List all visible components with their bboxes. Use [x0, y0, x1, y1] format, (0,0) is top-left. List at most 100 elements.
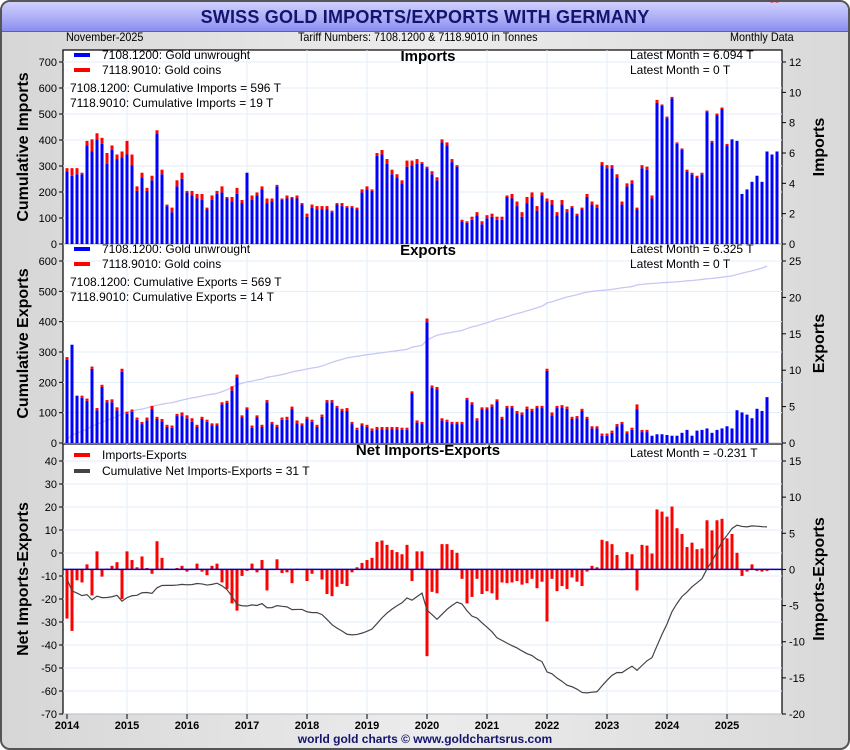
- bar-unwrought: [175, 416, 179, 443]
- bar-net: [595, 567, 599, 570]
- bar-unwrought: [545, 370, 549, 443]
- bar-net: [760, 569, 764, 572]
- bar-unwrought: [595, 428, 599, 443]
- bar-net: [110, 565, 114, 570]
- bar-net: [605, 541, 609, 570]
- bar-coins: [400, 180, 404, 184]
- bar-unwrought: [210, 425, 214, 443]
- bar-unwrought: [250, 200, 254, 244]
- bar-net: [310, 569, 314, 574]
- bar-unwrought: [465, 400, 469, 443]
- x-tick-label: 2022: [535, 720, 559, 732]
- bar-coins: [290, 196, 294, 199]
- report-date: November-2025: [66, 30, 144, 44]
- tariff-numbers: Tariff Numbers: 7108.1200 & 7118.9010 in…: [298, 30, 538, 44]
- bar-coins: [395, 426, 399, 430]
- bar-unwrought: [505, 196, 509, 244]
- bar-unwrought: [360, 425, 364, 443]
- bar-coins: [645, 166, 649, 170]
- bar-unwrought: [170, 427, 174, 443]
- y-tick-label-left: 600: [39, 256, 57, 268]
- bar-unwrought: [670, 435, 674, 443]
- bar-coins: [165, 204, 169, 207]
- bar-coins: [580, 207, 584, 210]
- bar-unwrought: [740, 193, 744, 244]
- bar-net: [560, 569, 564, 587]
- bar-net: [515, 569, 519, 581]
- bar-net: [275, 559, 279, 570]
- bar-unwrought: [110, 149, 114, 244]
- bar-coins: [385, 426, 389, 430]
- cumulative-net-line: [66, 524, 768, 694]
- bar-net: [65, 569, 69, 619]
- footer-credit: world gold charts © www.goldchartsrus.co…: [297, 732, 553, 746]
- bar-unwrought: [615, 177, 619, 244]
- bar-unwrought: [495, 219, 499, 244]
- bar-net: [540, 569, 544, 582]
- bar-coins: [200, 193, 204, 201]
- bar-net: [545, 569, 549, 622]
- y-tick-label-left: 40: [45, 456, 57, 468]
- bar-coins: [255, 415, 259, 418]
- y-tick-label-right: 15: [789, 329, 801, 341]
- bar-unwrought: [465, 222, 469, 244]
- bar-coins: [625, 183, 629, 187]
- panel-title: Net Imports-Exports: [356, 442, 500, 459]
- bar-coins: [645, 429, 649, 433]
- bar-net: [115, 562, 119, 570]
- bar-unwrought: [330, 402, 334, 443]
- bar-unwrought: [290, 198, 294, 244]
- bar-net: [585, 569, 589, 572]
- annotation-cumulative: 7108.1200: Cumulative Imports = 596 T: [70, 81, 282, 95]
- bar-unwrought: [145, 190, 149, 244]
- y-tick-label-left: -50: [41, 663, 57, 675]
- bar-coins: [425, 166, 429, 169]
- y-tick-label-right: 0: [789, 239, 795, 251]
- bar-unwrought: [65, 360, 69, 443]
- bar-net: [575, 569, 579, 582]
- bar-unwrought: [520, 216, 524, 244]
- bar-coins: [650, 195, 654, 199]
- bar-unwrought: [370, 190, 374, 244]
- bar-unwrought: [370, 430, 374, 443]
- bar-unwrought: [455, 424, 459, 443]
- bar-unwrought: [360, 192, 364, 244]
- bar-coins: [545, 198, 549, 202]
- bar-unwrought: [475, 420, 479, 443]
- bar-coins: [165, 424, 169, 427]
- bar-coins: [355, 427, 359, 430]
- bar-net: [260, 560, 264, 570]
- bar-coins: [255, 192, 259, 196]
- data-frequency: Monthly Data: [730, 30, 794, 44]
- y-tick-label-right: 0: [789, 438, 795, 450]
- bar-unwrought: [180, 416, 184, 443]
- bar-coins: [240, 200, 244, 204]
- bar-unwrought: [305, 216, 309, 244]
- bar-coins: [600, 162, 604, 166]
- bar-coins: [660, 104, 664, 106]
- bar-net: [685, 547, 689, 570]
- bar-unwrought: [640, 432, 644, 443]
- bar-coins: [530, 408, 534, 411]
- bar-unwrought: [135, 190, 139, 244]
- y-tick-label-left: 500: [39, 109, 57, 121]
- bar-coins: [405, 427, 409, 430]
- bar-net: [385, 544, 389, 570]
- bar-coins: [295, 420, 299, 424]
- bar-unwrought: [190, 421, 194, 443]
- bar-coins: [460, 421, 464, 425]
- bar-unwrought: [210, 200, 214, 244]
- y-axis-title-left: Net Imports-Exports: [15, 502, 32, 656]
- bar-net: [150, 569, 154, 574]
- bar-coins: [715, 113, 719, 116]
- bar-unwrought: [720, 109, 724, 245]
- bar-unwrought: [240, 417, 244, 443]
- bar-coins: [145, 417, 149, 421]
- bar-unwrought: [755, 175, 759, 244]
- bar-unwrought: [415, 163, 419, 244]
- bar-unwrought: [515, 413, 519, 443]
- bar-coins: [380, 426, 384, 430]
- bar-coins: [210, 423, 214, 426]
- bar-coins: [550, 200, 554, 205]
- bar-unwrought: [460, 221, 464, 244]
